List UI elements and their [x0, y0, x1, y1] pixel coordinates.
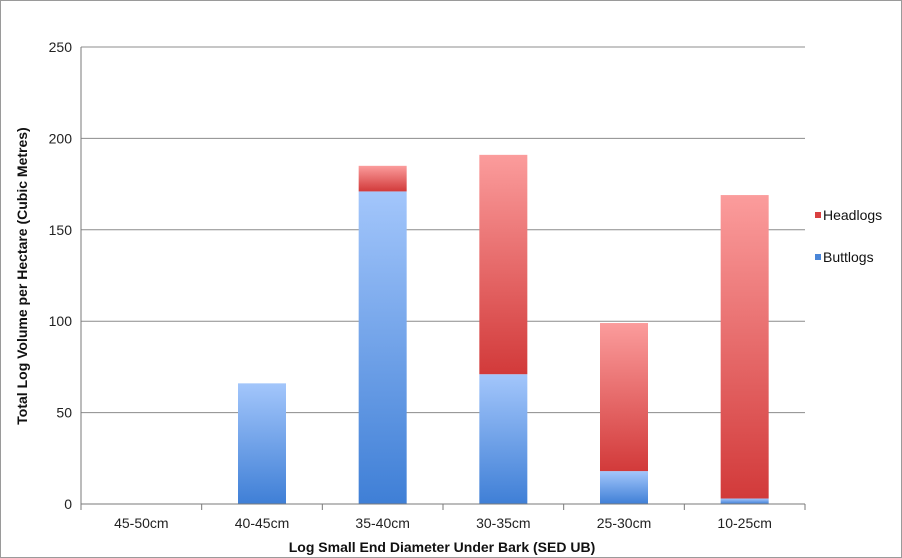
legend-swatch-buttlogs [815, 254, 821, 260]
y-axis-title: Total Log Volume per Hectare (Cubic Metr… [14, 127, 30, 424]
x-tick-label: 10-25cm [717, 515, 771, 531]
y-tick-label: 200 [49, 130, 73, 146]
bar-buttlogs-10-25cm [720, 498, 769, 504]
bar-buttlogs-30-35cm [479, 374, 528, 504]
legend-swatch-headlogs [815, 212, 821, 218]
x-tick-label: 30-35cm [476, 515, 530, 531]
bar-headlogs-10-25cm [720, 195, 769, 499]
gridlines [81, 46, 805, 414]
bar-buttlogs-25-30cm [600, 471, 648, 504]
axes [80, 47, 806, 510]
legend-label-buttlogs: Buttlogs [823, 249, 874, 265]
y-tick-label: 50 [56, 405, 72, 421]
y-tick-label: 150 [49, 222, 73, 238]
y-tick-label: 100 [49, 313, 73, 329]
bar-headlogs-30-35cm [479, 154, 528, 375]
x-tick-labels: 45-50cm 40-45cm 35-40cm 30-35cm 25-30cm 10-25… [114, 515, 772, 531]
x-tick-label: 25-30cm [597, 515, 651, 531]
y-tick-labels: 0 50 100 150 200 250 [49, 39, 73, 512]
bar-buttlogs-35-40cm [358, 191, 407, 505]
y-tick-label: 250 [49, 39, 73, 55]
bar-buttlogs-40-45cm [238, 383, 286, 504]
x-tick-label: 40-45cm [235, 515, 289, 531]
bars [238, 154, 769, 505]
legend-label-headlogs: Headlogs [823, 207, 882, 223]
bar-headlogs-35-40cm [358, 165, 407, 192]
bar-headlogs-25-30cm [600, 323, 648, 472]
y-tick-label: 0 [64, 496, 72, 512]
x-tick-label: 45-50cm [114, 515, 168, 531]
x-axis-title: Log Small End Diameter Under Bark (SED U… [289, 539, 596, 555]
x-tick-label: 35-40cm [355, 515, 409, 531]
legend: Headlogs Buttlogs [815, 207, 882, 265]
